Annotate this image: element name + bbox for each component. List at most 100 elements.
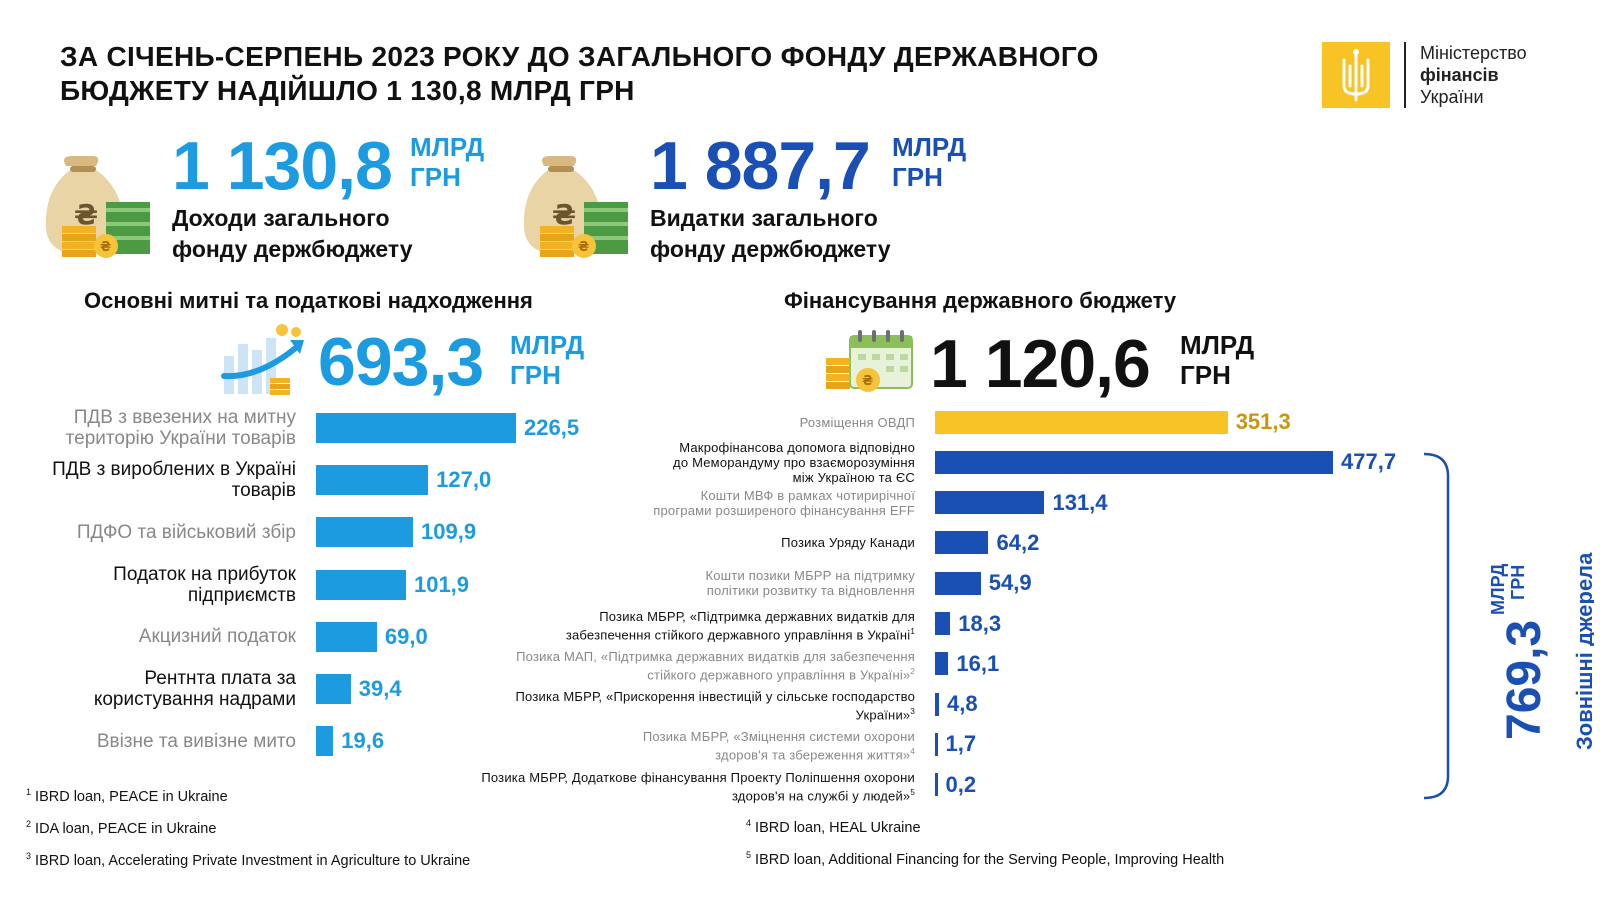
- tax-bar: [316, 465, 429, 496]
- external-value: 769,3: [1498, 620, 1551, 740]
- expense-label-1: Видатки загального: [650, 205, 878, 231]
- financing-bar-value: 64,2: [996, 529, 1040, 555]
- footnote-text: IBRD loan, Additional Financing for the …: [751, 851, 1225, 868]
- financing-category-label: Кошти МВФ в рамках чотирирічної програми …: [420, 488, 915, 518]
- tax-unit-2: ГРН: [510, 360, 561, 390]
- tax-category-label: Акцизний податок: [0, 626, 296, 647]
- ministry-line-1: Міністерство: [1420, 43, 1527, 63]
- footnote-text: IBRD loan, Accelerating Private Investme…: [31, 852, 471, 869]
- footnote-mark: 4: [910, 747, 915, 757]
- tax-category-label: ПДВ з вироблених в Україні товарів: [0, 459, 296, 501]
- financing-category-line: здоров'я на службі у людей»5: [731, 787, 915, 804]
- financing-category-line: здоров'я та збереження життя»4: [715, 747, 915, 763]
- footnote-mark: 3: [26, 851, 32, 861]
- svg-text:₴: ₴: [100, 240, 111, 255]
- financing-category-label: Позика МБРР, «Зміцнення системи охорони з…: [420, 729, 915, 762]
- tax-bar-value: 101,9: [413, 571, 470, 597]
- tax-category-label: ПДВ з ввезених на митну територію України…: [0, 407, 296, 449]
- footnote-item: 3 IBRD loan, Accelerating Private Invest…: [26, 851, 470, 869]
- external-sources-label: 769,3 МЛРД ГРН Зовнішні джерела: [1484, 520, 1597, 770]
- tax-bar: [316, 674, 351, 704]
- footnote-text: IBRD loan, PEACE in Ukraine: [31, 788, 228, 805]
- trident-icon: [1322, 42, 1390, 108]
- footnote-mark: 5: [910, 787, 915, 797]
- financing-category-label: Позика МБРР, «Прискорення інвестицій у с…: [420, 689, 915, 722]
- footnote-mark: 3: [910, 707, 915, 717]
- tax-bar-value: 127,0: [436, 467, 492, 493]
- financing-category-label: Позика Уряду Канади: [420, 535, 915, 550]
- svg-text:₴: ₴: [552, 198, 576, 231]
- tax-section-title: Основні митні та податкові надходження: [84, 288, 533, 313]
- financing-bar-value: 1,7: [945, 731, 977, 757]
- svg-text:₴: ₴: [862, 374, 873, 389]
- financing-bar: [935, 773, 938, 797]
- tax-total-value: 693,3: [318, 324, 484, 400]
- tax-bar-value: 226,5: [524, 415, 580, 440]
- expense-value: 1 887,7: [650, 128, 871, 204]
- financing-bar-value: 54,9: [988, 570, 1032, 596]
- financing-bar: [935, 732, 938, 756]
- footnote-item: 2 IDA loan, PEACE in Ukraine: [26, 819, 216, 837]
- financing-unit-2: ГРН: [1180, 360, 1231, 390]
- footnote-mark: 5: [746, 850, 752, 860]
- financing-category-line: Кошти позики МБРР на підтримку: [705, 568, 915, 584]
- tax-category-line: ПДФО та військовий збір: [76, 521, 296, 543]
- financing-category-line: Позика МБРР, «Підтримка державних видатк…: [599, 608, 915, 624]
- tax-category-label: Податок на прибуток підприємств: [0, 564, 296, 606]
- growth-chart-icon: [220, 322, 310, 396]
- tax-bar: [316, 413, 516, 443]
- footnote-mark: 1: [910, 626, 915, 636]
- financing-category-line: стійкого державного управління в Україні…: [647, 666, 915, 683]
- tax-total-unit: МЛРД ГРН: [510, 330, 584, 390]
- financing-bar: [935, 491, 1045, 515]
- financing-unit-1: МЛРД: [1180, 330, 1255, 360]
- footnote-mark: 2: [910, 666, 915, 676]
- tax-category-line: Рентнта плата за: [144, 668, 296, 689]
- financing-category-line: Позика МБРР, «Прискорення інвестицій у с…: [515, 689, 915, 705]
- income-unit-2: ГРН: [410, 162, 461, 192]
- financing-category-label: Кошти позики МБРР на підтримку політики р…: [420, 568, 915, 598]
- financing-category-line: політики розвитку та відновлення: [706, 583, 915, 599]
- financing-bar-value: 477,7: [1341, 449, 1397, 475]
- financing-category-label: Макрофінансова допомога відповідно до Мем…: [420, 440, 915, 485]
- income-label-1: Доходи загального: [172, 205, 390, 231]
- financing-bar: [935, 692, 939, 716]
- footnote-item: 4 IBRD loan, HEAL Ukraine: [746, 818, 921, 836]
- financing-category-line: Розміщення ОВДП: [799, 414, 915, 430]
- tax-bar-value: 109,9: [421, 519, 477, 545]
- financing-section-title: Фінансування державного бюджету: [784, 288, 1177, 313]
- svg-text:₴: ₴: [74, 198, 98, 231]
- financing-category-line: Позика Уряду Канади: [781, 535, 915, 551]
- tax-category-line: Акцизний податок: [138, 626, 296, 648]
- svg-text:₴: ₴: [578, 240, 589, 255]
- financing-category-line: забезпечення стійкого державного управлі…: [565, 626, 915, 642]
- financing-category-label: Позика МБРР, «Підтримка державних видатк…: [420, 609, 915, 642]
- financing-bar-value: 131,4: [1052, 489, 1108, 515]
- financing-category-line: до Меморандуму про взаєморозуміння: [673, 454, 915, 470]
- financing-bar: [935, 652, 949, 676]
- tax-category-line: користування надрами: [93, 689, 296, 710]
- income-unit-1: МЛРД: [410, 132, 485, 162]
- financing-category-line: Позика МБРР, «Зміцнення системи охорони: [642, 729, 915, 745]
- financing-bar-value: 4,8: [946, 691, 978, 717]
- logo-divider: [1404, 42, 1406, 108]
- tax-category-line: територію України товарів: [65, 428, 296, 449]
- tax-category-line: Податок на прибуток: [113, 563, 296, 585]
- page-title: ЗА СІЧЕНЬ-СЕРПЕНЬ 2023 РОКУ ДО ЗАГАЛЬНОГ…: [60, 41, 1099, 106]
- tax-bar: [316, 517, 414, 548]
- financing-bar: [935, 571, 981, 595]
- financing-bar-value: 351,3: [1235, 409, 1291, 434]
- financing-category-label: Позика МБРР, Додаткове фінансування Прое…: [420, 770, 915, 803]
- tax-category-line: ПДВ з ввезених на митну: [73, 407, 296, 428]
- tax-unit-1: МЛРД: [510, 330, 585, 360]
- financing-category-line: Макрофінансова допомога відповідно: [679, 439, 915, 455]
- financing-bar-value: 0,2: [945, 771, 977, 797]
- financing-category-label: Розміщення ОВДП: [420, 415, 915, 430]
- tax-bar-value: 19,6: [341, 728, 385, 754]
- money-bag-icon: ₴ ₴: [40, 150, 155, 262]
- ministry-line-2: фінансів: [1420, 65, 1499, 85]
- expense-label-2: фонду держбюджету: [650, 236, 891, 262]
- financing-bar-value: 16,1: [956, 650, 1000, 676]
- tax-bar: [316, 569, 406, 600]
- footnote-mark: 1: [26, 787, 32, 797]
